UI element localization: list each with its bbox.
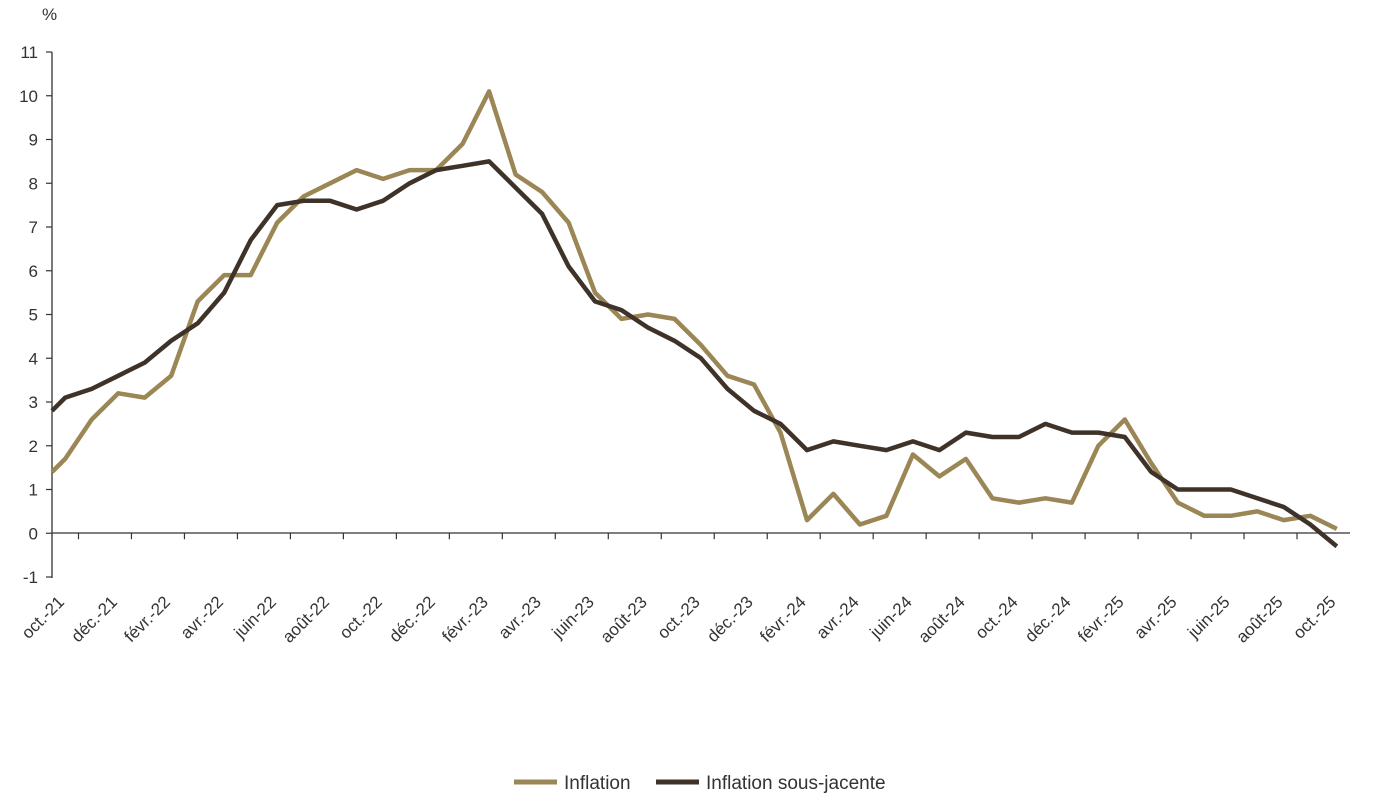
y-tick-label: 10 — [19, 87, 38, 106]
legend: Inflation Inflation sous-jacente — [514, 773, 886, 794]
y-unit-label: % — [42, 5, 57, 24]
x-tick-label: oct.-24 — [972, 592, 1022, 642]
x-tick-label: août-23 — [597, 592, 651, 646]
x-tick-label: juin-22 — [230, 592, 280, 642]
x-tick-label: juin-25 — [1183, 592, 1233, 642]
y-tick-label: 4 — [29, 349, 38, 368]
y-tick-label: 7 — [29, 218, 38, 237]
legend-label-inflation-sous-jacente: Inflation sous-jacente — [706, 773, 886, 794]
x-tick-label: févr.-23 — [438, 592, 492, 646]
x-tick-label: févr.-24 — [756, 592, 810, 646]
y-tick-label: 3 — [29, 393, 38, 412]
x-tick-label: avr.-22 — [177, 592, 227, 642]
x-tick-label: déc.-24 — [1021, 592, 1075, 646]
x-tick-label: oct.-22 — [336, 592, 386, 642]
x-tick-label: févr.-25 — [1074, 592, 1128, 646]
x-tick-label: août-22 — [279, 592, 333, 646]
x-tick-label: avr.-24 — [813, 592, 863, 642]
x-tick-label: déc.-22 — [385, 592, 439, 646]
x-tick-label: juin-23 — [548, 592, 598, 642]
x-tick-label: août-24 — [915, 592, 969, 646]
series-line-inflation — [50, 89, 1338, 531]
x-tick-label: oct.-21 — [18, 592, 68, 642]
legend-label-inflation: Inflation — [564, 773, 631, 794]
x-tick-label: avr.-23 — [495, 592, 545, 642]
series-line-inflation-sous-jacente — [50, 159, 1339, 549]
y-tick-label: 6 — [29, 262, 38, 281]
y-tick-label: 11 — [20, 43, 38, 62]
y-axis-ticks: -1 0 1 2 3 4 5 6 7 8 9 10 11 — [19, 43, 52, 587]
x-tick-label: déc.-21 — [68, 592, 122, 646]
x-tick-label: déc.-23 — [703, 592, 757, 646]
x-tick-label: août-25 — [1232, 592, 1286, 646]
y-tick-label: -1 — [23, 568, 38, 587]
y-tick-label: 8 — [29, 174, 38, 193]
x-tick-label: juin-24 — [866, 592, 916, 642]
y-tick-label: 2 — [29, 437, 38, 456]
series-layer — [50, 89, 1339, 549]
y-tick-label: 5 — [29, 306, 38, 325]
x-tick-label: févr.-22 — [121, 592, 175, 646]
x-tick-label: oct.-25 — [1289, 592, 1339, 642]
y-tick-label: 0 — [29, 524, 38, 543]
x-axis-ticks: oct.-21 déc.-21 févr.-22 avr.-22 juin-22août… — [18, 533, 1340, 647]
x-tick-label: avr.-25 — [1130, 592, 1180, 642]
y-tick-label: 9 — [29, 131, 38, 150]
y-tick-label: 1 — [29, 481, 38, 500]
x-tick-label: oct.-23 — [654, 592, 704, 642]
